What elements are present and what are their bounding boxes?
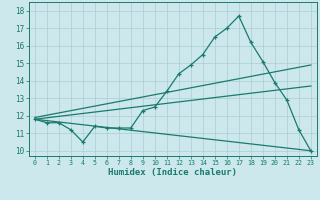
X-axis label: Humidex (Indice chaleur): Humidex (Indice chaleur) bbox=[108, 168, 237, 177]
